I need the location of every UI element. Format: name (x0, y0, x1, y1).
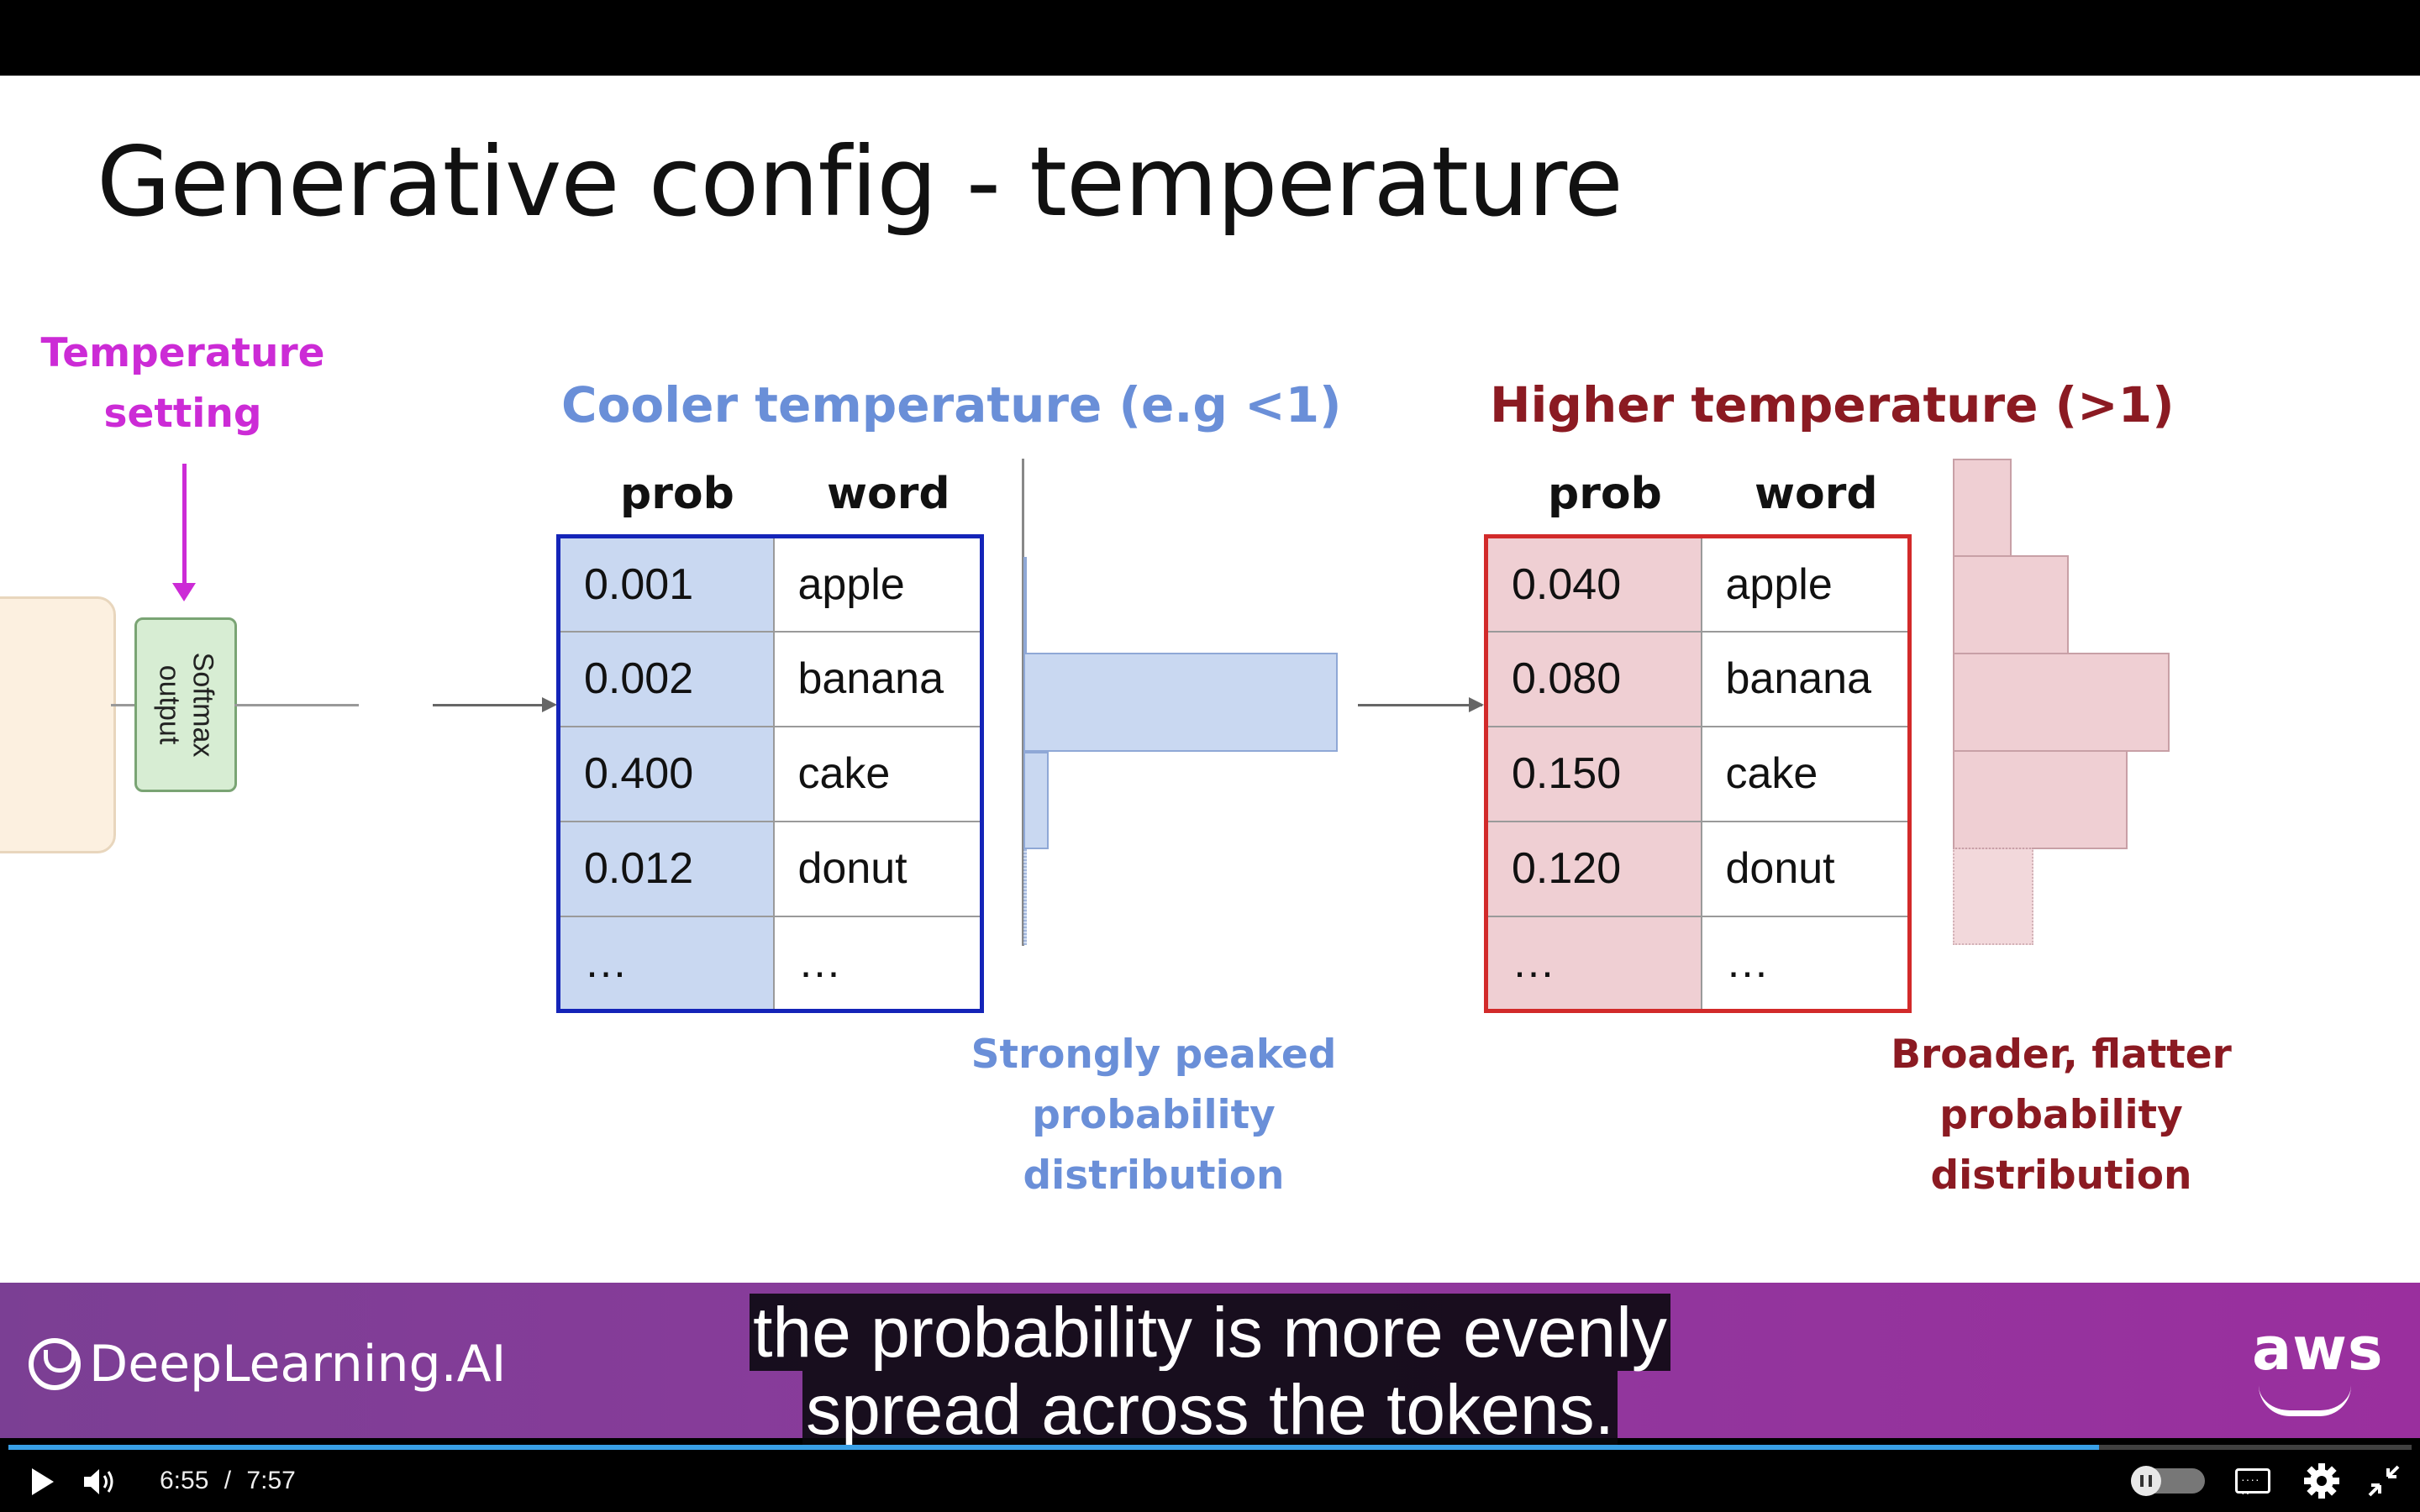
table-row: 0.012 donut (558, 821, 982, 917)
table-row: 0.120 donut (1486, 821, 1910, 917)
temperature-arrow (182, 464, 187, 588)
arrow-to-hot-table (1358, 704, 1482, 706)
word-cell: apple (773, 536, 982, 633)
word-cell: cake (773, 726, 982, 822)
time-display: 6:55 / 7:57 (160, 1467, 296, 1495)
hot-caption: Broader, flatter probability distributio… (1876, 1025, 2246, 1206)
cool-word-header: word (827, 469, 950, 519)
cool-prob-header: prob (620, 469, 734, 519)
table-row: 0.040 apple (1486, 536, 1910, 633)
word-cell: donut (1701, 821, 1910, 917)
arrow-to-cool-table (433, 704, 542, 706)
softmax-connector (234, 704, 359, 706)
prob-cell: 0.150 (1486, 726, 1702, 822)
hot-word-header: word (1754, 469, 1878, 519)
softmax-line1: Softmax (187, 652, 218, 758)
cool-caption-line1: Strongly peaked (971, 1032, 1337, 1078)
table-row: 0.002 banana (558, 631, 982, 727)
progress-bar[interactable] (8, 1445, 2412, 1450)
prob-cell: 0.040 (1486, 536, 1702, 633)
arrow-head-hot (1469, 697, 1484, 712)
play-icon[interactable] (32, 1468, 54, 1495)
deeplearning-logo-text: DeepLearning.AI (89, 1335, 507, 1394)
settings-icon[interactable] (2302, 1462, 2341, 1500)
cool-caption-line3: distribution (1023, 1152, 1285, 1199)
cool-caption: Strongly peaked probability distribution (969, 1025, 1339, 1206)
table-row: 0.080 banana (1486, 631, 1910, 727)
hot-hist-bar-apple (1953, 459, 2012, 557)
word-cell: banana (773, 631, 982, 727)
progress-bar-fill (8, 1445, 2100, 1450)
table-row: 0.150 cake (1486, 726, 1910, 822)
total-duration: 7:57 (246, 1467, 296, 1494)
prob-cell: … (558, 916, 775, 1011)
arrow-head-cool (542, 697, 557, 712)
hot-caption-line1: Broader, flatter (1891, 1032, 2232, 1078)
temperature-arrow-head (172, 583, 196, 601)
current-time: 6:55 (160, 1467, 209, 1494)
temperature-setting-label: Temperature setting (34, 323, 332, 444)
table-row: 0.400 cake (558, 726, 982, 822)
hot-hist-bar-banana (1953, 555, 2069, 654)
exit-fullscreen-icon[interactable] (2366, 1463, 2402, 1499)
cool-histogram-axis (1022, 459, 1024, 946)
time-separator: / (224, 1467, 232, 1494)
table-row: 0.001 apple (558, 536, 982, 633)
prob-cell: 0.012 (558, 821, 775, 917)
table-row: …… (1486, 916, 1910, 1011)
llm-connector (111, 704, 136, 706)
prob-cell: … (1486, 916, 1702, 1011)
prob-cell: 0.002 (558, 631, 775, 727)
player-controls: 6:55 / 7:57 (0, 1450, 2420, 1512)
cool-caption-line2: probability (1032, 1092, 1276, 1138)
prob-cell: 0.120 (1486, 821, 1702, 917)
cool-temperature-title: Cooler temperature (e.g <1) (561, 376, 1342, 433)
aws-smile-icon (2259, 1385, 2351, 1416)
word-cell: apple (1701, 536, 1910, 633)
word-cell: donut (773, 821, 982, 917)
subtitle-line1: the probability is more evenly (750, 1294, 1670, 1371)
speed-toggle[interactable] (2131, 1466, 2205, 1496)
volume-icon[interactable] (82, 1465, 119, 1499)
pause-knob-icon (2131, 1466, 2161, 1496)
table-row: …… (558, 916, 982, 1011)
captions-icon[interactable] (2235, 1468, 2270, 1499)
cool-hist-bar-rest (1023, 849, 1027, 945)
cool-probability-table: 0.001 apple 0.002 banana 0.400 cake 0.012 do… (556, 534, 984, 1013)
softmax-output-label: Softmax output (152, 653, 219, 758)
word-cell: cake (1701, 726, 1910, 822)
higher-temperature-title: Higher temperature (>1) (1490, 376, 2175, 433)
subtitle-overlay: the probability is more evenly spread ac… (0, 1294, 2420, 1448)
prob-cell: 0.001 (558, 536, 775, 633)
deeplearning-logo-icon (29, 1338, 81, 1390)
hot-hist-bar-rest (1953, 848, 2033, 945)
temperature-setting-line2: setting (103, 391, 262, 437)
temperature-setting-line1: Temperature (40, 330, 325, 376)
subtitle-line2: spread across the tokens. (802, 1371, 1618, 1448)
word-cell: … (1701, 916, 1910, 1011)
softmax-line2: output (153, 664, 185, 745)
cool-hist-bar-apple (1023, 557, 1027, 654)
softmax-output-box: Softmax output (134, 617, 237, 792)
prob-cell: 0.400 (558, 726, 775, 822)
hot-caption-line3: distribution (1930, 1152, 2192, 1199)
cool-hist-bar-donut (1023, 752, 1049, 849)
slide-title: Generative config - temperature (97, 126, 1623, 238)
llm-block (0, 596, 116, 853)
hot-caption-line2: probability (1939, 1092, 2183, 1138)
cool-hist-bar-cake (1023, 653, 1338, 752)
word-cell: … (773, 916, 982, 1011)
hot-probability-table: 0.040 apple 0.080 banana 0.150 cake 0.120 do… (1484, 534, 1912, 1013)
prob-cell: 0.080 (1486, 631, 1702, 727)
hot-hist-bar-cake (1953, 653, 2170, 752)
video-slide: Generative config - temperature Temperat… (0, 76, 2420, 1283)
word-cell: banana (1701, 631, 1910, 727)
hot-hist-bar-donut (1953, 750, 2128, 849)
aws-logo: aws (2252, 1315, 2384, 1383)
deeplearning-ai-logo: DeepLearning.AI (29, 1335, 506, 1394)
hot-prob-header: prob (1548, 469, 1662, 519)
